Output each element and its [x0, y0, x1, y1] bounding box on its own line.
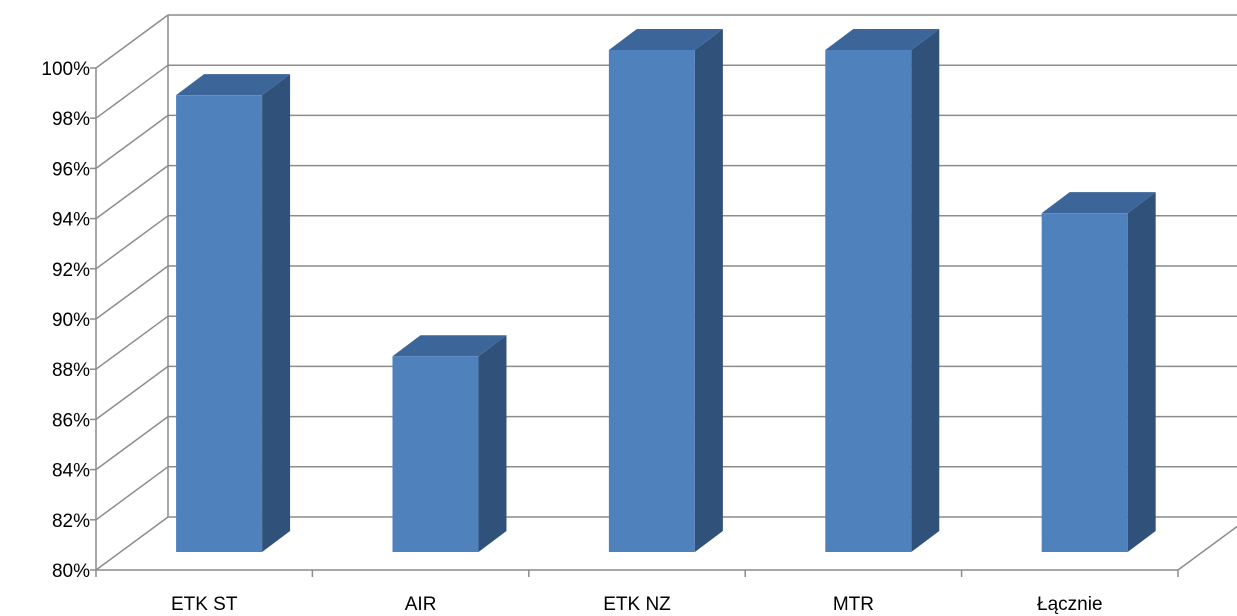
- bar-top-face: [608, 29, 723, 50]
- gridline-depth: [95, 215, 169, 270]
- gridline-depth: [95, 64, 169, 119]
- bar-front-face: [392, 356, 479, 552]
- bar-front-face: [825, 50, 912, 552]
- y-axis-tick-labels: 80% 82% 84% 86% 88% 90% 92% 94% 96% 98% 100%: [41, 59, 90, 582]
- gridline-depth: [95, 265, 169, 320]
- x-category-label: MTR: [833, 594, 874, 615]
- bar-top-face: [392, 335, 507, 357]
- bar-mtr: [825, 29, 940, 552]
- y-tick-label: 82%: [52, 511, 90, 532]
- gridline-depth: [95, 164, 169, 220]
- y-tick-label: 90%: [52, 310, 90, 331]
- bar-łącznie: [1041, 192, 1156, 552]
- bar-side-face: [262, 74, 291, 553]
- bar-side-face: [1127, 192, 1156, 552]
- gridline-depth: [95, 466, 169, 521]
- x-category-label: AIR: [405, 594, 437, 615]
- bar-top-face: [176, 74, 291, 96]
- gridline-depth: [95, 14, 169, 69]
- y-tick-label: 94%: [52, 210, 90, 231]
- bar-etk-nz: [608, 29, 723, 552]
- x-category-label: ETK NZ: [603, 594, 671, 615]
- y-tick-label: 98%: [52, 109, 90, 130]
- bar-side-face: [478, 335, 507, 552]
- gridline-depth: [95, 365, 169, 421]
- floor-right-edge: [1177, 525, 1237, 571]
- y-tick-label: 96%: [52, 159, 90, 180]
- y-tick-label: 86%: [52, 410, 90, 431]
- x-axis-category-labels: ETK ST AIR ETK NZ MTR Łącznie: [171, 594, 1103, 615]
- bar-etk-st: [176, 74, 291, 553]
- bar-side-face: [911, 29, 940, 552]
- x-category-label: ETK ST: [171, 594, 238, 615]
- bars: [176, 29, 1156, 553]
- bar-front-face: [1041, 213, 1128, 552]
- y-tick-label: 80%: [52, 561, 90, 582]
- bar-side-face: [694, 29, 723, 552]
- bar-top-face: [1041, 192, 1156, 214]
- gridline-depth: [95, 516, 169, 571]
- axes: [90, 15, 1237, 577]
- bar-top-face: [825, 29, 940, 50]
- bar-air: [392, 335, 507, 552]
- y-tick-label: 88%: [52, 360, 90, 381]
- y-tick-label: 100%: [41, 59, 90, 80]
- x-category-label: Łącznie: [1037, 594, 1103, 615]
- gridline-depth: [95, 315, 169, 370]
- gridline-depth: [95, 415, 169, 471]
- y-tick-label: 92%: [52, 260, 90, 281]
- y-tick-label: 84%: [52, 461, 90, 482]
- bar-front-face: [176, 95, 263, 553]
- gridline-depth: [95, 114, 169, 170]
- bar-front-face: [608, 50, 695, 552]
